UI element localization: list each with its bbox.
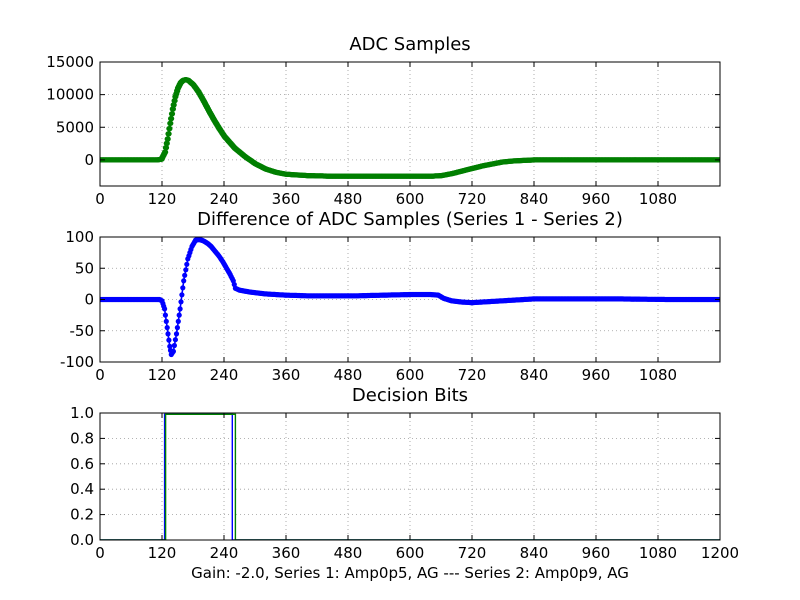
data-point <box>175 318 181 324</box>
data-point <box>172 337 178 343</box>
y-tick-label: 0 <box>84 291 94 309</box>
data-layer <box>100 77 720 179</box>
x-tick-label: 120 <box>148 366 177 384</box>
x-tick-label: 720 <box>458 544 487 562</box>
decision-bits-panel: 0 120 240 360 480 600 720 840 960 1080 1200 0.0 0.2 0… <box>70 385 739 562</box>
data-point <box>162 312 168 318</box>
x-tick-label: 0 <box>95 190 105 208</box>
x-tick-label: 600 <box>396 366 425 384</box>
x-tick-label: 600 <box>396 544 425 562</box>
data-layer <box>100 237 720 358</box>
x-tick-label: 240 <box>210 190 239 208</box>
data-point <box>176 312 182 318</box>
data-point <box>183 267 189 273</box>
x-tick-label: 720 <box>458 190 487 208</box>
data-point <box>171 102 177 108</box>
x-tick-label: 240 <box>210 366 239 384</box>
x-tick-label: 1080 <box>639 366 677 384</box>
plot-area <box>99 412 721 541</box>
y-tick-label: 50 <box>75 259 94 277</box>
series-line <box>100 413 720 540</box>
data-point <box>165 331 171 337</box>
x-tick-label: 840 <box>520 544 549 562</box>
data-point <box>182 272 188 278</box>
data-point <box>170 348 176 354</box>
data-point <box>163 145 170 151</box>
y-tick-label: 0.8 <box>70 429 94 447</box>
data-point <box>177 306 183 312</box>
series-1 <box>100 237 720 358</box>
footer-caption: Gain: -2.0, Series 1: Amp0p5, AG --- Ser… <box>191 564 629 582</box>
data-point <box>162 306 168 312</box>
data-point <box>181 278 187 284</box>
series-2 <box>100 77 720 179</box>
x-tick-label: 960 <box>582 366 611 384</box>
data-point <box>173 331 180 337</box>
data-point <box>164 140 170 146</box>
data-point <box>166 337 172 343</box>
y-tick-label: 100 <box>65 228 94 246</box>
y-tick-label: 0.6 <box>70 455 94 473</box>
data-point <box>164 325 170 331</box>
x-tick-label: 600 <box>396 190 425 208</box>
data-point <box>165 136 171 142</box>
data-point <box>166 131 172 137</box>
x-tick-label: 480 <box>334 544 363 562</box>
y-tick-label: 5000 <box>56 118 94 136</box>
y-tick-label: 0.2 <box>70 506 94 524</box>
x-tick-label: 1080 <box>639 544 677 562</box>
x-tick-label: 120 <box>148 544 177 562</box>
x-tick-label: 960 <box>582 190 611 208</box>
difference-panel: 0 120 240 360 480 600 720 840 960 1080 -100 -50 0 50 1… <box>60 209 721 384</box>
y-tick-label: 0.0 <box>70 531 94 549</box>
y-tick-label: -50 <box>70 322 95 340</box>
data-point <box>172 98 178 104</box>
series-2 <box>100 413 720 540</box>
data-point <box>170 106 176 112</box>
x-tick-label: 360 <box>272 190 301 208</box>
data-point <box>163 318 169 324</box>
chart-title: Decision Bits <box>352 385 468 406</box>
y-tick-label: 0 <box>84 151 94 169</box>
x-tick-label: 480 <box>334 190 363 208</box>
x-tick-label: 360 <box>272 366 301 384</box>
x-tick-label: 840 <box>520 190 549 208</box>
data-point <box>180 285 186 291</box>
y-tick-label: 15000 <box>46 53 94 71</box>
x-tick-label: 360 <box>272 544 301 562</box>
y-tick-label: 0.4 <box>70 480 94 498</box>
adc-samples-panel: 0 120 240 360 480 600 720 840 960 1080 0 5000 10000 1… <box>46 34 721 208</box>
data-layer <box>100 413 720 540</box>
y-tick-label: 10000 <box>46 86 94 104</box>
data-point <box>169 111 176 117</box>
data-point <box>167 343 173 349</box>
x-tick-label: 960 <box>582 544 611 562</box>
data-point <box>167 126 173 132</box>
x-tick-label: 480 <box>334 366 363 384</box>
data-point <box>171 342 177 349</box>
y-tick-label: -100 <box>60 353 94 371</box>
x-tick-label: 240 <box>210 544 239 562</box>
data-point <box>184 261 190 267</box>
data-point <box>168 120 174 126</box>
chart-title: Difference of ADC Samples (Series 1 - Se… <box>197 209 623 230</box>
y-tick-label: 1.0 <box>70 404 94 422</box>
data-point <box>174 325 180 331</box>
x-tick-label: 1200 <box>701 544 739 562</box>
data-point <box>169 116 175 122</box>
x-tick-label: 840 <box>520 366 549 384</box>
data-point <box>178 299 184 305</box>
x-tick-label: 1080 <box>639 190 677 208</box>
x-tick-label: 720 <box>458 366 487 384</box>
x-tick-label: 0 <box>95 366 105 384</box>
data-point <box>163 149 169 155</box>
x-tick-label: 0 <box>95 544 105 562</box>
data-point <box>179 292 185 298</box>
x-tick-label: 120 <box>148 190 177 208</box>
chart-title: ADC Samples <box>349 34 470 55</box>
